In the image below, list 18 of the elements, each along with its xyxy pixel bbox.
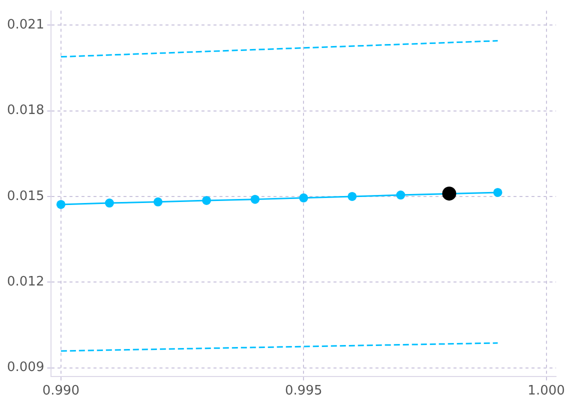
point [348,192,357,201]
point [396,190,406,200]
point [202,196,212,205]
x-tick-label: 0.995 [285,384,322,399]
x-tick-label: 0.990 [42,384,80,399]
point [442,186,456,201]
point [104,198,114,208]
point [493,188,502,197]
y-tick-label: 0.018 [7,103,44,118]
y-tick-label: 0.012 [7,274,44,290]
point [154,197,162,206]
point [250,194,260,204]
point [56,200,66,209]
y-tick-label: 0.015 [7,188,44,204]
x-tick-label: 1.000 [528,384,565,399]
point [299,193,308,202]
y-tick-label: 0.009 [7,360,44,376]
y-tick-label: 0.021 [7,17,44,32]
